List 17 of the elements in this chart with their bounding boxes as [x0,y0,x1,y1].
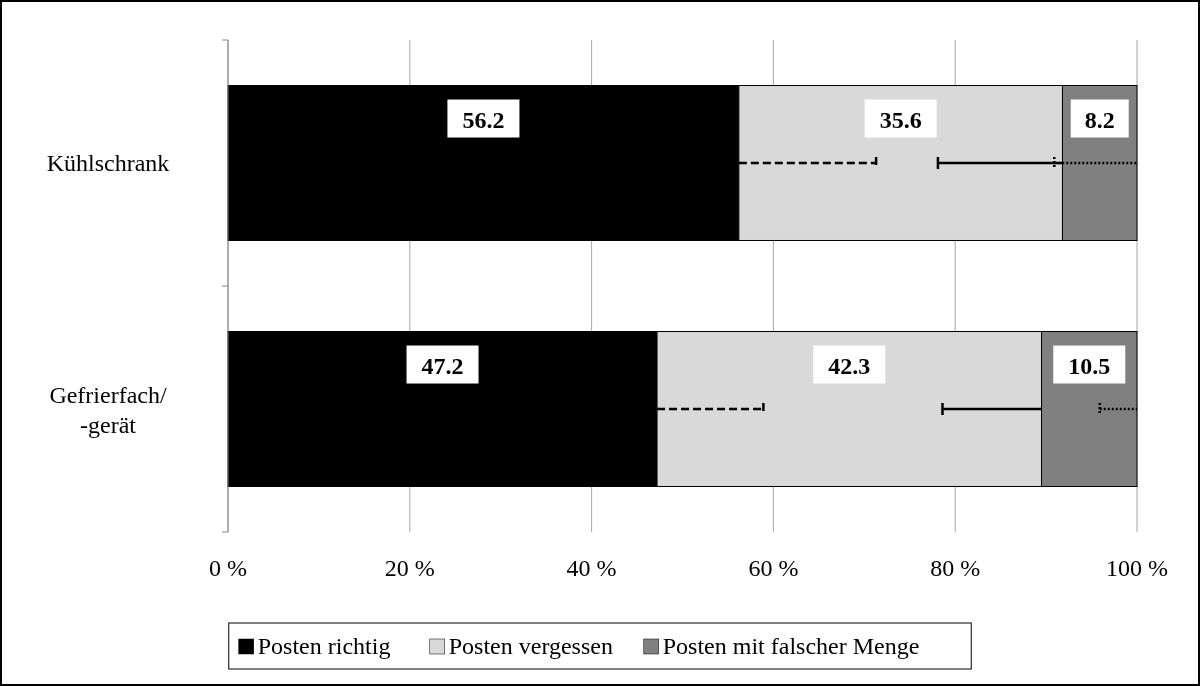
x-tick-label: 20 % [384,555,435,581]
data-label: 8.2 [1084,106,1115,133]
data-label: 42.3 [828,352,871,379]
data-label: 35.6 [879,106,922,133]
x-tick-label: 40 % [566,555,617,581]
legend-label: Posten mit falscher Menge [662,633,920,659]
x-tick-label: 60 % [748,555,799,581]
data-label: 10.5 [1068,352,1111,379]
data-label: 47.2 [421,352,464,379]
x-tick-label: 100 % [1106,555,1168,581]
x-tick-label: 80 % [930,555,981,581]
y-tick-label: Gefrierfach/ -gerät [49,382,167,438]
x-tick-label: 0 % [209,555,247,581]
legend-label: Posten richtig [257,633,391,659]
data-label: 56.2 [462,106,505,133]
y-tick-label: Kühlschrank [46,150,170,176]
legend-label: Posten vergessen [448,633,613,659]
